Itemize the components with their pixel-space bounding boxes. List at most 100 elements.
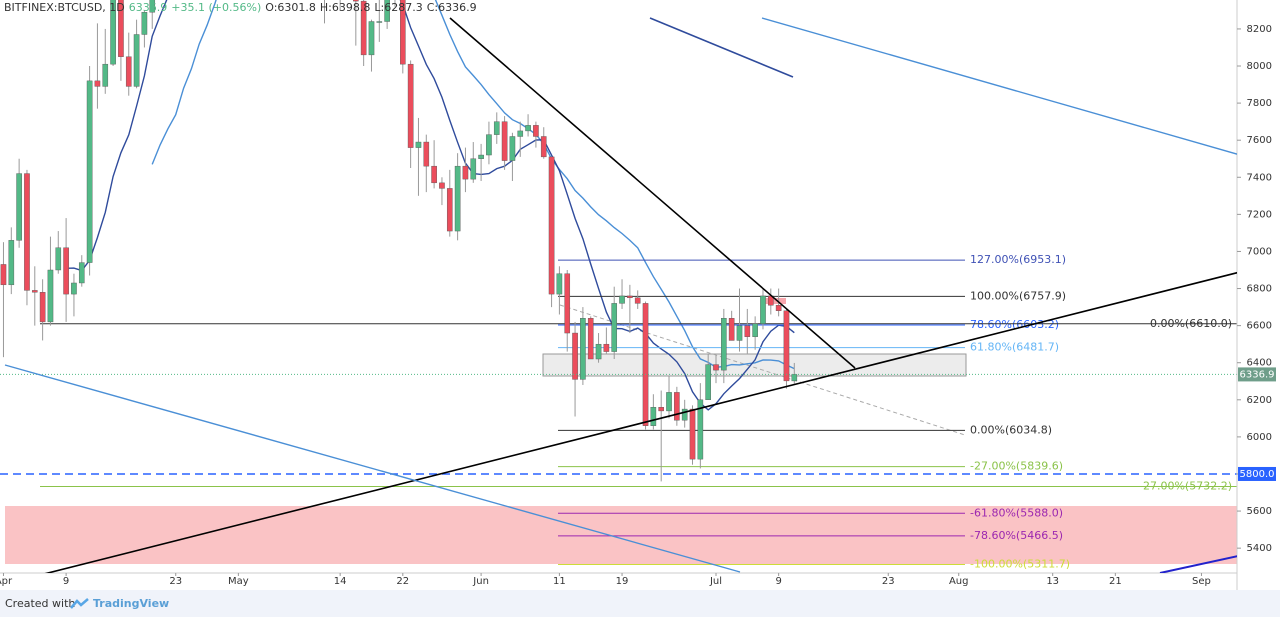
candle-body: [71, 282, 77, 295]
trend-line: [761, 17, 1237, 155]
y-tick-label: 5400: [1247, 543, 1272, 554]
y-tick-label: 7800: [1247, 98, 1272, 109]
candle-body: [642, 303, 649, 426]
candle-body: [110, 0, 116, 65]
ohlc: H:6398.8: [319, 1, 371, 14]
candle-body: [423, 141, 430, 167]
x-tick-label: 21: [1109, 576, 1122, 587]
candle-body: [509, 136, 516, 161]
candle-body: [31, 290, 38, 293]
candle-body: [63, 247, 69, 295]
candle-body: [94, 80, 101, 87]
candle-body: [454, 165, 461, 232]
change: +35.1 (+0.56%): [171, 1, 262, 14]
candle-body: [728, 318, 735, 341]
candle-body: [744, 325, 751, 337]
candle-body: [0, 264, 7, 286]
plot-area: 127.00%(6953.1) 100.00%(6757.9) 78.60%(660…: [0, 0, 1237, 571]
x-tick-label: May: [228, 576, 249, 587]
candle-body: [517, 130, 524, 137]
candle-body: [431, 165, 437, 184]
support-tag: [1238, 466, 1276, 481]
candle-body: [141, 12, 148, 35]
candle-body: [525, 125, 531, 132]
trend-line: [44, 271, 1237, 573]
ohlc: L:6287.3: [374, 1, 423, 14]
candle-body: [102, 63, 109, 87]
moving-average: [66, 0, 795, 411]
logo: [70, 598, 89, 609]
candle-body: [540, 136, 547, 158]
x-tick-label: 9: [63, 576, 69, 587]
candle-body: [8, 240, 15, 286]
candle-body: [368, 21, 375, 56]
price: 6336.9: [128, 1, 168, 14]
candle-body: [791, 374, 798, 382]
candle-body: [78, 262, 85, 284]
ohlc: O:6301.8: [265, 1, 316, 14]
highlight-box: [762, 298, 786, 304]
candle-body: [595, 343, 602, 360]
resistance-zone: [5, 506, 1237, 564]
candle-body: [658, 407, 664, 412]
y-tick-label: 6600: [1247, 321, 1272, 332]
candle-body: [118, 0, 124, 57]
last-price-label: 6336.9: [1240, 369, 1275, 380]
y-tick-label: 6000: [1247, 432, 1272, 443]
level-label: -100.00%(5311.7): [970, 558, 1070, 571]
zone-box: [542, 353, 967, 377]
candle-body: [47, 269, 54, 323]
candle-body: [360, 0, 367, 56]
y-tick-label: 7000: [1247, 246, 1272, 257]
candle-body: [556, 273, 563, 295]
footer: Created with TradingView: [0, 590, 1280, 617]
ohlc: C:6336.9: [426, 1, 477, 14]
y-tick-label: 8200: [1247, 24, 1272, 35]
candle-body: [548, 156, 555, 295]
candle-body: [564, 273, 571, 334]
brand[interactable]: TradingView: [93, 597, 170, 610]
candle-body: [783, 310, 790, 382]
candle-body: [760, 295, 766, 324]
x-tick-label: 19: [616, 576, 629, 587]
level-label: -61.80%(5588.0): [970, 506, 1063, 519]
x-tick-label: 14: [334, 576, 347, 587]
candle-body: [603, 343, 610, 352]
candle-body: [650, 407, 657, 426]
candle-body: [353, 0, 359, 2]
candle-body: [666, 392, 672, 412]
x-tick-label: Aug: [949, 576, 969, 587]
x-tick-label: 22: [396, 576, 409, 587]
candle-body: [55, 247, 62, 271]
candle-body: [407, 63, 414, 148]
level-label: 78.60%(6603.2): [970, 318, 1059, 331]
x-tick-label: 9: [775, 576, 781, 587]
y-tick-label: 7200: [1247, 209, 1272, 220]
x-tick-label: Jul: [709, 576, 722, 587]
y-tick-label: 6400: [1247, 358, 1272, 369]
symbol: BITFINEX:BTCUSD, 1D: [4, 1, 125, 14]
trend-line: [4, 364, 741, 573]
x-tick-label: Jun: [472, 576, 489, 587]
candle-body: [674, 392, 680, 421]
candle-body: [478, 154, 484, 159]
candle-body: [619, 295, 625, 304]
candle-body: [133, 34, 140, 87]
candle-body: [713, 364, 719, 371]
candle-body: [775, 305, 782, 311]
level-label: 127.00%(6953.1): [970, 253, 1066, 266]
chart: 127.00%(6953.1) 100.00%(6757.9) 78.60%(660…: [0, 0, 1276, 590]
candle-body: [125, 56, 132, 87]
candle-body: [486, 134, 492, 156]
candle-body: [493, 121, 500, 135]
candle-body: [681, 408, 688, 421]
level-label: 0.00%(6034.8): [970, 423, 1052, 436]
x-tick-label: Sep: [1192, 576, 1211, 587]
time-axis: Apr 9 23 May 14 22 Jun 11 19 Jul 9 23 Aug 13 21 Sep: [0, 573, 1211, 587]
candle-body: [689, 408, 696, 460]
candle-body: [580, 318, 586, 380]
candle-body: [697, 399, 704, 460]
candle-body: [611, 303, 618, 352]
x-tick-label: 11: [553, 576, 566, 587]
trend-line: [449, 17, 856, 369]
